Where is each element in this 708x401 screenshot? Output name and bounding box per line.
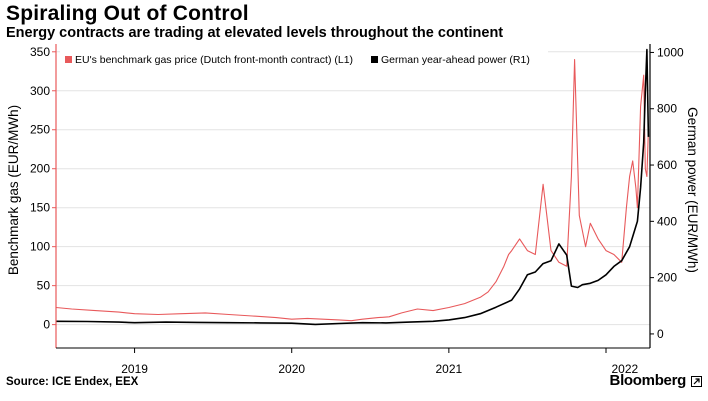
source-note: Source: ICE Endex, EEX [6, 376, 139, 388]
right-axis-tick-label: 0 [657, 327, 664, 341]
right-axis-title: German power (EUR/MWh) [685, 107, 700, 273]
left-axis-tick-label: 150 [30, 201, 50, 215]
legend-label-gas: EU's benchmark gas price (Dutch front-mo… [75, 54, 353, 66]
legend-swatch-power [371, 56, 378, 63]
left-axis-tick-label: 350 [30, 45, 50, 59]
legend-background [60, 51, 548, 69]
legend-swatch-gas [65, 56, 72, 63]
legend-label-power: German year-ahead power (R1) [381, 54, 530, 66]
x-axis-tick-label: 2019 [121, 362, 148, 376]
axes: 0 50 100 150 200 250 300 350 0 200 400 600 800 1000 20… [30, 44, 684, 376]
series-lines [55, 48, 650, 326]
right-axis-tick-label: 800 [657, 102, 677, 116]
x-axis-tick-label: 2020 [278, 362, 305, 376]
left-axis-tick-label: 50 [37, 279, 51, 293]
left-axis-title: Benchmark gas (EUR/MWh) [6, 105, 21, 275]
legend: EU's benchmark gas price (Dutch front-mo… [60, 51, 548, 69]
right-axis-tick-label: 400 [657, 214, 677, 228]
left-axis-tick-label: 300 [30, 84, 50, 98]
left-axis-tick-label: 0 [43, 318, 50, 332]
gridlines [56, 51, 650, 326]
right-axis-tick-label: 1000 [657, 45, 684, 59]
chart-title: Spiraling Out of Control [6, 2, 249, 25]
x-axis-tick-label: 2022 [612, 362, 639, 376]
gas-price-line [55, 59, 649, 322]
german-power-line [55, 48, 650, 326]
right-axis-tick-label: 200 [657, 271, 677, 285]
left-axis-tick-label: 100 [30, 240, 50, 254]
chart-subtitle: Energy contracts are trading at elevated… [6, 25, 504, 41]
left-axis-tick-label: 250 [30, 123, 50, 137]
right-axis-tick-label: 600 [657, 158, 677, 172]
corner-badge-icon [691, 376, 702, 387]
left-axis-tick-label: 200 [30, 162, 50, 176]
x-axis-tick-label: 2021 [436, 362, 463, 376]
bloomberg-logo: Bloomberg [609, 372, 687, 389]
